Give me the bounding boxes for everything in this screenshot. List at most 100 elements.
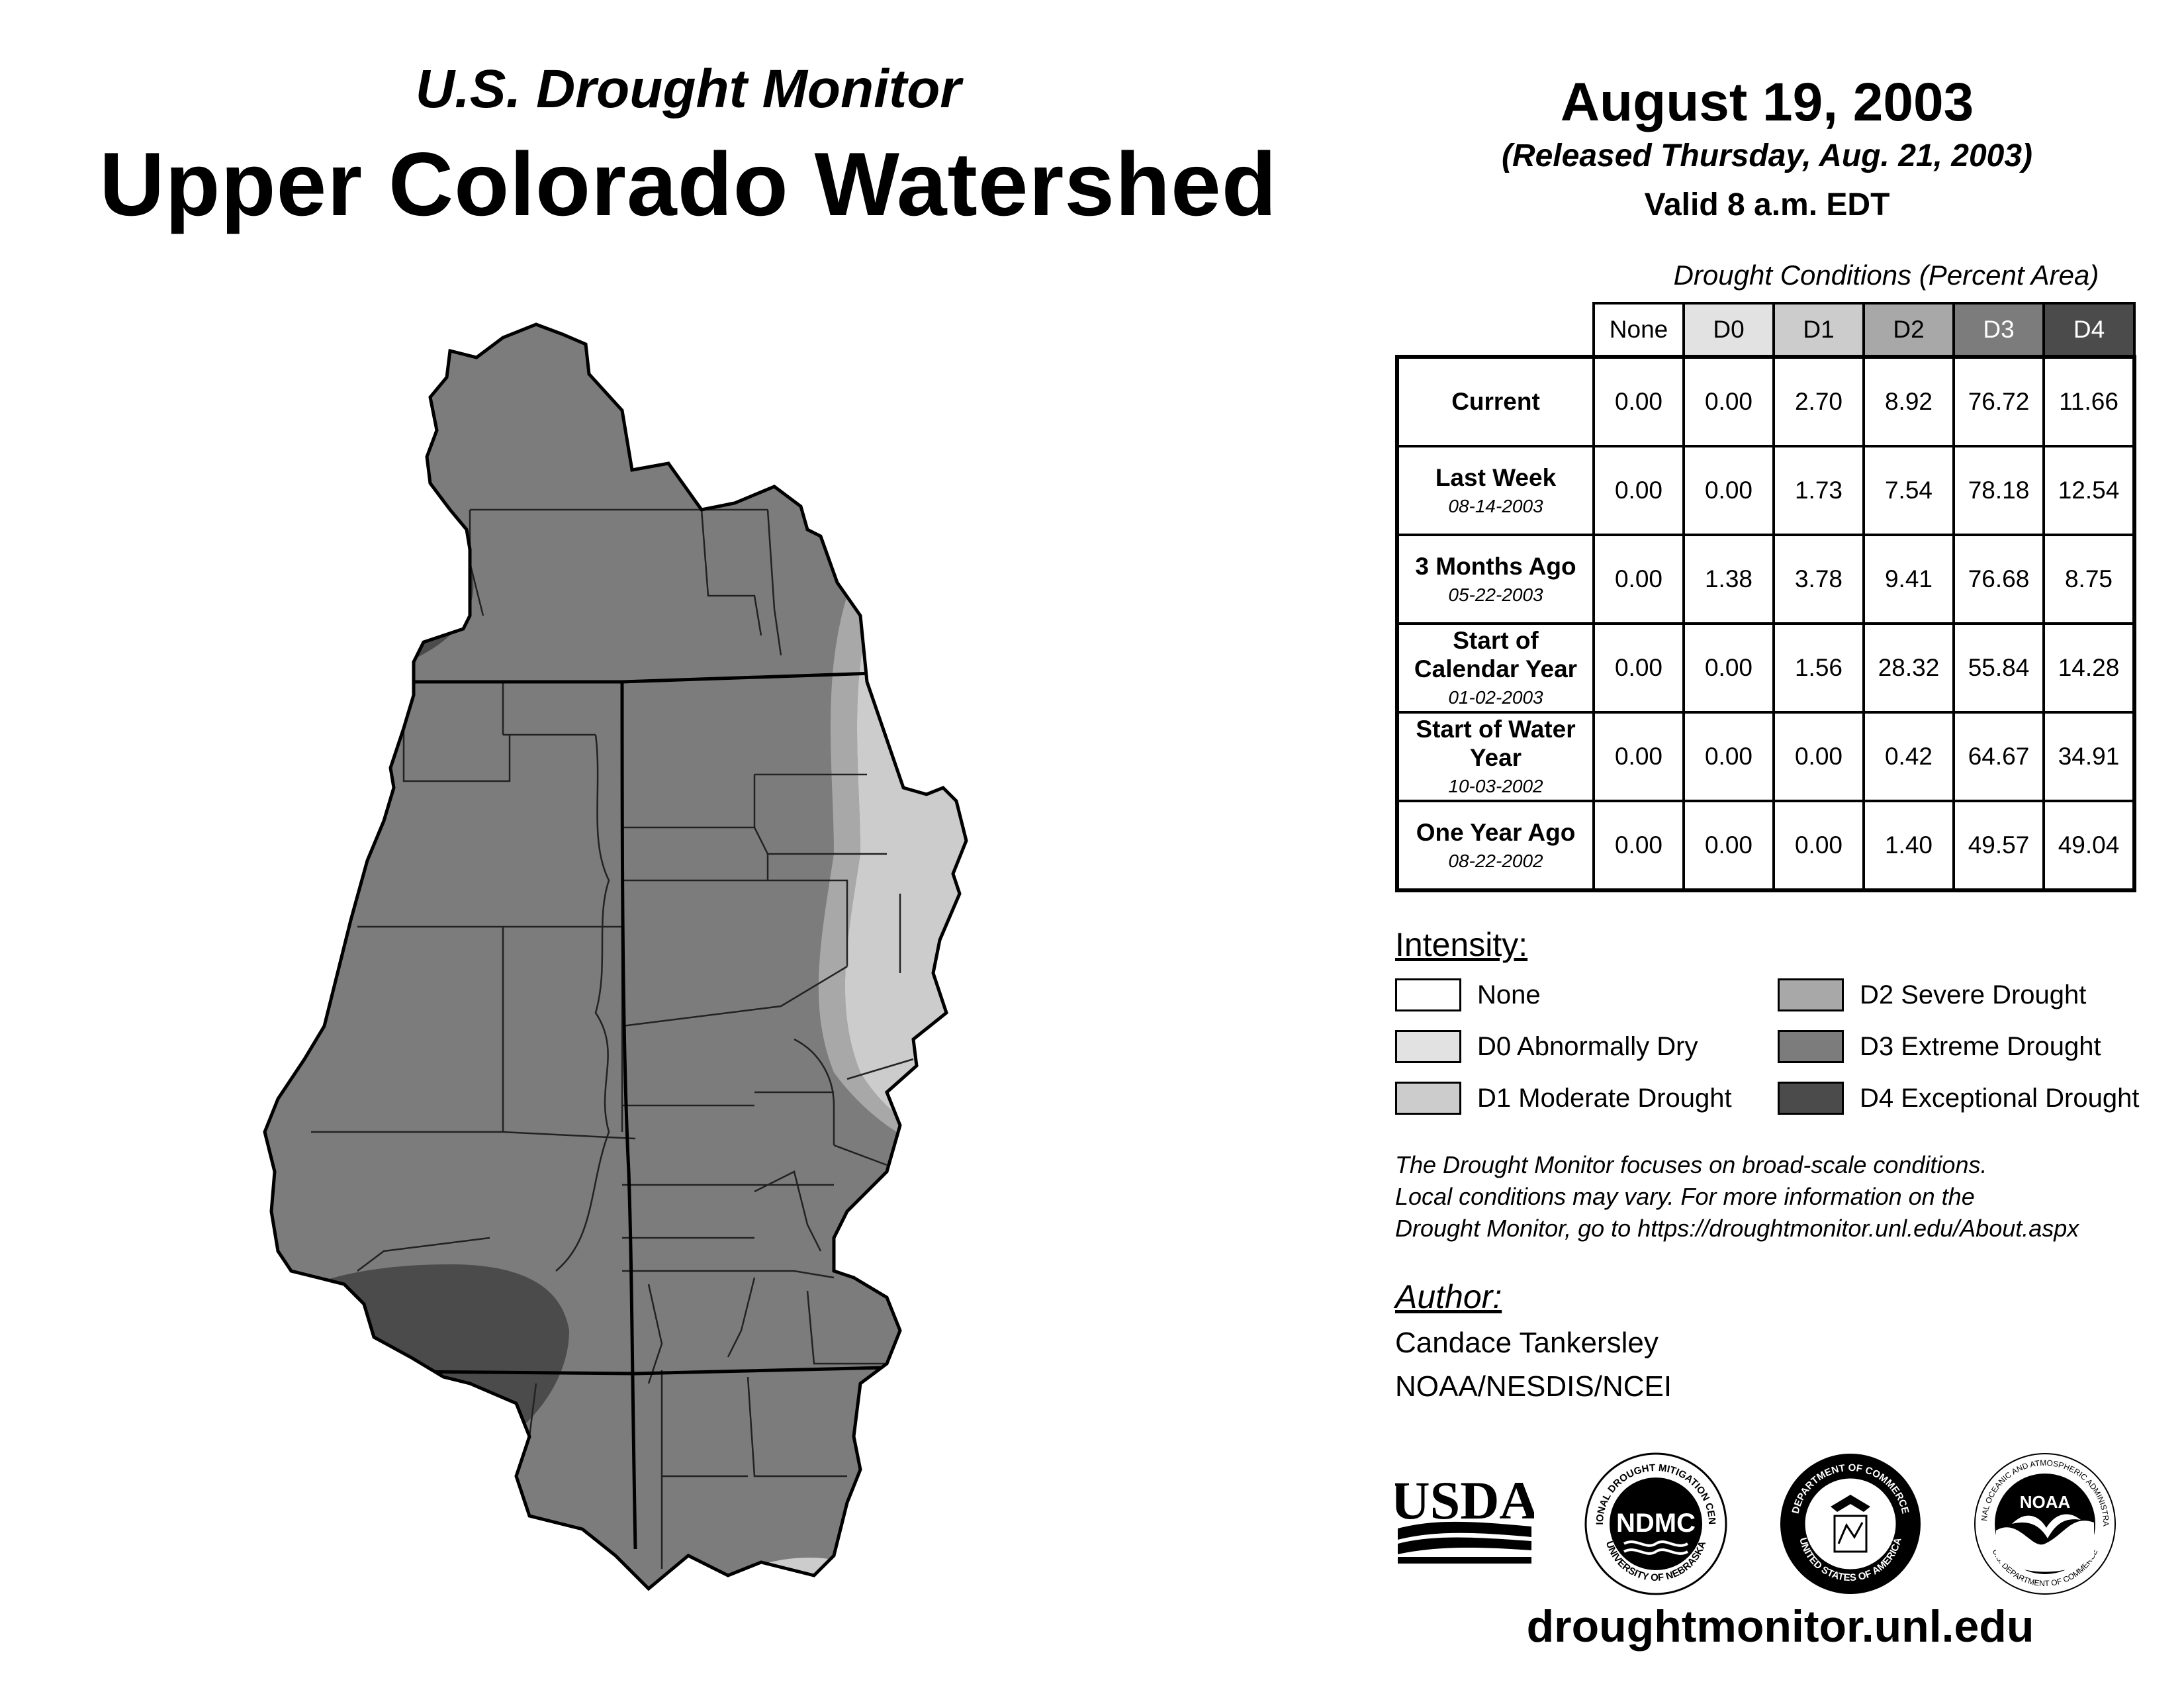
table-cell: 49.57	[1952, 800, 2045, 892]
note-line: The Drought Monitor focuses on broad-sca…	[1395, 1151, 1987, 1178]
ndmc-logo-text: NDMC	[1616, 1509, 1696, 1538]
intensity-title: Intensity:	[1395, 926, 1528, 963]
legend-item-none: None	[1395, 978, 1541, 1011]
col-header-d1: D1	[1772, 302, 1865, 358]
table-cell: 0.00	[1682, 800, 1775, 892]
row-label-text: One Year Ago	[1416, 818, 1576, 846]
row-label: Current	[1395, 355, 1595, 447]
table-cell: 0.00	[1592, 622, 1685, 714]
row-label-text: Current	[1451, 387, 1540, 415]
legend-item-d0: D0 Abnormally Dry	[1395, 1030, 1698, 1063]
table-row: Start of Calendar Year 01-02-2003 0.00 0.…	[1395, 622, 2136, 714]
author-name: Candace Tankersley	[1395, 1327, 1659, 1359]
row-label: 3 Months Ago 05-22-2003	[1395, 534, 1595, 625]
department-of-commerce-seal: DEPARTMENT OF COMMERCE UNITED STATES OF …	[1780, 1454, 1921, 1594]
table-cell: 49.04	[2042, 800, 2136, 892]
d2-area	[818, 596, 966, 1178]
noaa-logo-text: NOAA	[2020, 1492, 2071, 1512]
noaa-logo: NATIONAL OCEANIC AND ATMOSPHERIC ADMINIS…	[1972, 1451, 2116, 1595]
table-row: Current 0.00 0.00 2.70 8.92 76.72 11.66	[1395, 355, 2136, 447]
d1-area	[844, 576, 966, 1172]
row-date: 08-22-2002	[1448, 851, 1543, 872]
disclaimer-note: The Drought Monitor focuses on broad-sca…	[1395, 1149, 2183, 1244]
col-header-d0: D0	[1682, 302, 1775, 358]
table-cell: 0.00	[1592, 445, 1685, 536]
table-cell: 28.32	[1862, 622, 1955, 714]
col-header-d4: D4	[2042, 302, 2136, 358]
table-cell: 2.70	[1772, 355, 1865, 447]
row-label-text: Start of Calendar Year	[1414, 627, 1578, 682]
table-cell: 8.92	[1862, 355, 1955, 447]
table-cell: 1.38	[1682, 534, 1775, 625]
table-corner	[1397, 303, 1594, 359]
author-organization: NOAA/NESDIS/NCEI	[1395, 1370, 1672, 1403]
table-cell: 0.00	[1592, 800, 1685, 892]
legend-swatch-d2	[1778, 978, 1844, 1011]
note-line: Local conditions may vary. For more info…	[1395, 1183, 1975, 1210]
watershed-map	[263, 322, 968, 1591]
row-label-text: 3 Months Ago	[1415, 552, 1576, 580]
table-caption: Drought Conditions (Percent Area)	[1673, 259, 2099, 291]
usda-logo: USDA	[1395, 1470, 1534, 1564]
note-line: Drought Monitor, go to https://droughtmo…	[1395, 1215, 2079, 1242]
table-cell: 34.91	[2042, 711, 2136, 802]
table-row: Start of Water Year 10-03-2002 0.00 0.00 …	[1395, 711, 2136, 802]
legend-label: None	[1477, 980, 1541, 1009]
table-cell: 0.00	[1772, 800, 1865, 892]
legend-swatch-d1	[1395, 1082, 1461, 1115]
release-date: (Released Thursday, Aug. 21, 2003)	[1501, 138, 2033, 173]
table-header-row: None D0 D1 D2 D3 D4	[1397, 302, 2136, 359]
row-label: Start of Calendar Year 01-02-2003	[1395, 622, 1595, 714]
col-header-d2: D2	[1862, 302, 1955, 358]
legend-label: D2 Severe Drought	[1860, 980, 2087, 1009]
table-cell: 8.75	[2042, 534, 2136, 625]
table-cell: 11.66	[2042, 355, 2136, 447]
row-label: Start of Water Year 10-03-2002	[1395, 711, 1595, 802]
table-cell: 0.00	[1592, 534, 1685, 625]
table-cell: 9.41	[1862, 534, 1955, 625]
table-cell: 0.00	[1772, 711, 1865, 802]
col-header-none: None	[1592, 302, 1685, 358]
legend-label: D4 Exceptional Drought	[1860, 1083, 2140, 1113]
legend-label: D1 Moderate Drought	[1477, 1083, 1732, 1113]
legend-swatch-d0	[1395, 1030, 1461, 1063]
row-date: 08-14-2003	[1448, 496, 1543, 517]
legend-item-d1: D1 Moderate Drought	[1395, 1082, 1732, 1115]
col-header-d3: D3	[1952, 302, 2045, 358]
table-cell: 0.00	[1682, 355, 1775, 447]
table-row: 3 Months Ago 05-22-2003 0.00 1.38 3.78 9.…	[1395, 534, 2136, 625]
table-row: Last Week 08-14-2003 0.00 0.00 1.73 7.54 …	[1395, 445, 2136, 536]
table-cell: 78.18	[1952, 445, 2045, 536]
table-row: One Year Ago 08-22-2002 0.00 0.00 0.00 1.…	[1395, 800, 2136, 892]
drought-conditions-table: None D0 D1 D2 D3 D4 Current 0.00 0.00 2.…	[1395, 302, 2136, 892]
table-cell: 7.54	[1862, 445, 1955, 536]
row-date: 05-22-2003	[1448, 585, 1543, 606]
valid-time: Valid 8 a.m. EDT	[1644, 187, 1890, 222]
table-cell: 0.42	[1862, 711, 1955, 802]
legend-swatch-d3	[1778, 1030, 1844, 1063]
table-cell: 1.40	[1862, 800, 1955, 892]
table-cell: 12.54	[2042, 445, 2136, 536]
row-label-text: Start of Water Year	[1416, 716, 1576, 771]
table-cell: 1.73	[1772, 445, 1865, 536]
row-label: One Year Ago 08-22-2002	[1395, 800, 1595, 892]
table-cell: 0.00	[1682, 711, 1775, 802]
map-title: Upper Colorado Watershed	[99, 134, 1277, 234]
table-cell: 76.72	[1952, 355, 2045, 447]
legend-item-d3: D3 Extreme Drought	[1778, 1030, 2101, 1063]
author-heading: Author:	[1395, 1278, 1502, 1315]
legend-item-d2: D2 Severe Drought	[1778, 978, 2086, 1011]
table-cell: 0.00	[1682, 445, 1775, 536]
table-cell: 64.67	[1952, 711, 2045, 802]
table-cell: 0.00	[1682, 622, 1775, 714]
map-date: August 19, 2003	[1560, 72, 1974, 132]
legend-label: D3 Extreme Drought	[1860, 1031, 2101, 1061]
usda-logo-text: USDA	[1395, 1470, 1534, 1530]
legend-swatch-d4	[1778, 1082, 1844, 1115]
map-subtitle: U.S. Drought Monitor	[415, 59, 962, 119]
row-label-text: Last Week	[1435, 463, 1557, 491]
row-date: 01-02-2003	[1448, 687, 1543, 708]
watershed-border	[263, 322, 968, 1591]
table-cell: 3.78	[1772, 534, 1865, 625]
table-cell: 14.28	[2042, 622, 2136, 714]
